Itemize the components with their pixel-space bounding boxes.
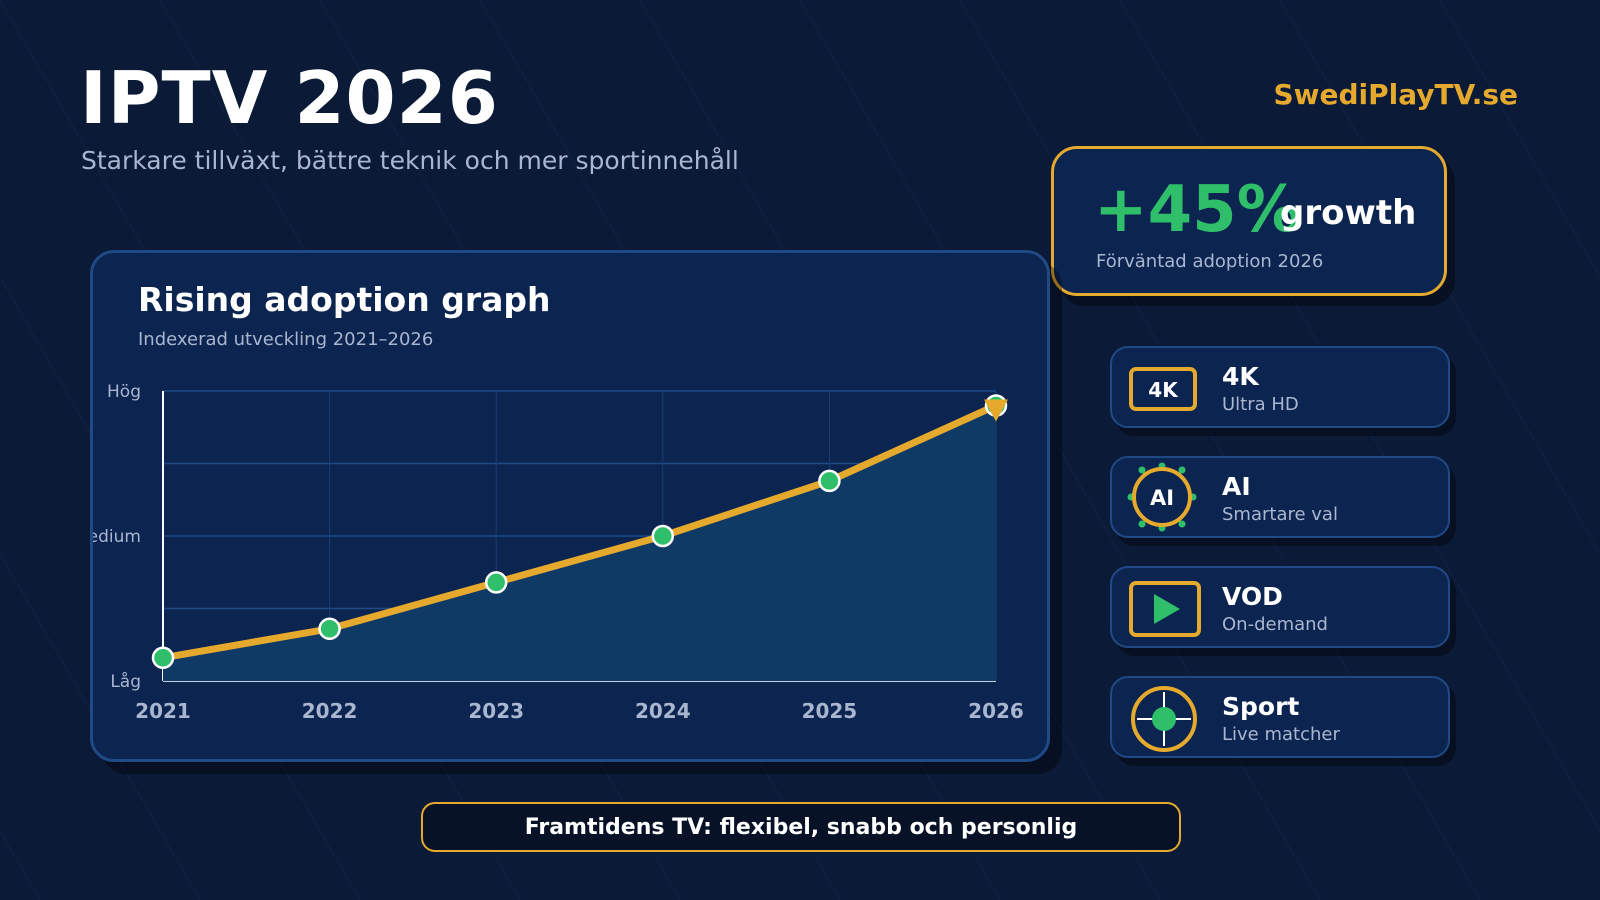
growth-card: +45% growth Förväntad adoption 2026 [1051, 146, 1447, 296]
feature-title: AI [1222, 472, 1251, 501]
series-line [159, 402, 1000, 662]
ai-icon-label: AI [1150, 486, 1174, 510]
data-point [151, 646, 175, 670]
feature-title: Sport [1222, 692, 1300, 721]
chart-subtitle: Indexerad utveckling 2021–2026 [138, 329, 433, 350]
feature-title: 4K [1222, 362, 1259, 391]
feature-subtitle: Ultra HD [1222, 394, 1299, 415]
feature-vod: VOD On-demand [1110, 566, 1450, 648]
ai-icon: AI [1126, 462, 1212, 536]
feature-subtitle: On-demand [1222, 614, 1328, 635]
feature-ai: AI AI Smartare val [1110, 456, 1450, 538]
x-tick-label: 2026 [968, 699, 1024, 723]
data-point [484, 571, 508, 594]
brand-name: SwediPlayTV.se [1273, 78, 1518, 111]
growth-value: +45% [1094, 173, 1301, 247]
adoption-chart: Rising adoption graph Indexerad utveckli… [93, 280, 1024, 723]
y-tick-label: Låg [110, 671, 141, 692]
feature-subtitle: Smartare val [1222, 504, 1338, 525]
footer-banner: Framtidens TV: flexibel, snabb och perso… [421, 802, 1181, 852]
trend-arrow-icon [984, 399, 1008, 422]
feature-subtitle: Live matcher [1222, 724, 1340, 745]
page-title: IPTV 2026 [80, 56, 499, 140]
data-point [318, 617, 341, 641]
data-point [818, 469, 841, 493]
growth-caption: Förväntad adoption 2026 [1096, 251, 1324, 272]
growth-word: growth [1280, 193, 1417, 233]
feature-title: VOD [1222, 582, 1283, 611]
4k-icon-label: 4K [1148, 378, 1179, 402]
x-tick-label: 2025 [802, 699, 858, 723]
x-tick-label: 2022 [302, 699, 358, 723]
page-subtitle: Starkare tillväxt, bättre teknik och mer… [81, 146, 739, 175]
chart-card: Rising adoption graph Indexerad utveckli… [90, 250, 1050, 762]
x-tick-label: 2021 [135, 699, 191, 723]
x-tick-label: 2023 [468, 699, 524, 723]
area-fill [163, 405, 996, 681]
data-point [651, 524, 675, 548]
play-icon [1126, 574, 1206, 648]
x-tick-label: 2024 [635, 699, 691, 723]
feature-sport: Sport Live matcher [1110, 676, 1450, 758]
y-tick-label: Medium [93, 527, 141, 547]
4k-icon: 4K [1126, 354, 1202, 426]
feature-4k: 4K 4K Ultra HD [1110, 346, 1450, 428]
sport-target-icon [1126, 684, 1206, 758]
chart-title: Rising adoption graph [138, 280, 550, 319]
y-tick-label: Hög [107, 382, 141, 402]
